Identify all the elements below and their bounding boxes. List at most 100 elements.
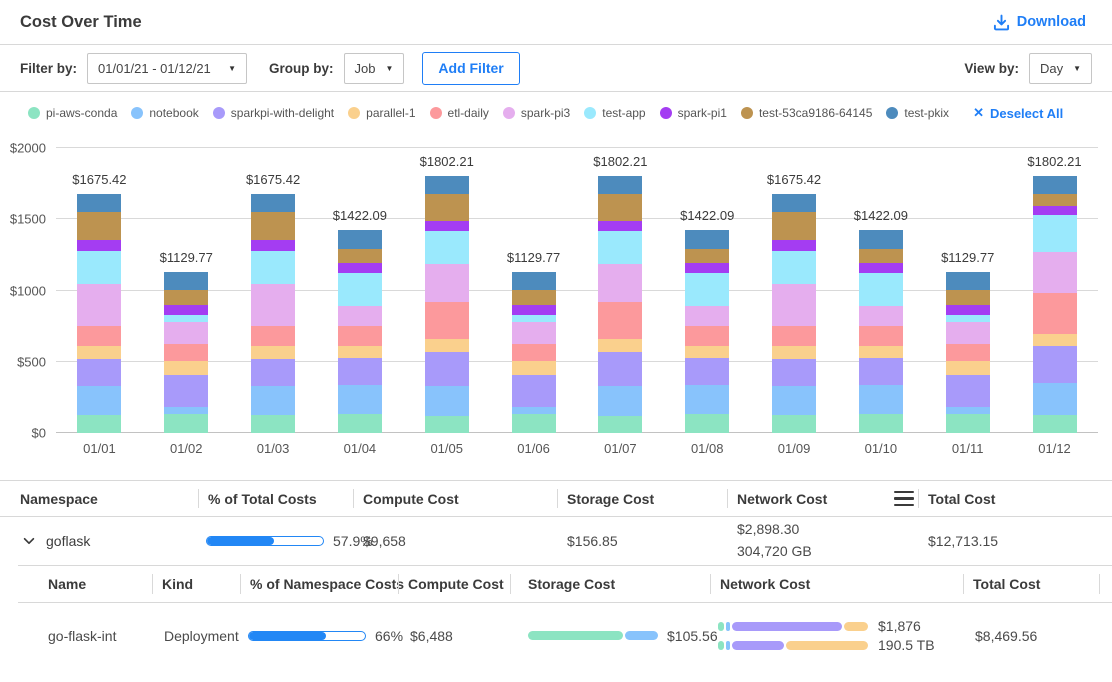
- bar-segment-pi-aws-conda[interactable]: [511, 414, 556, 433]
- bar-segment-test-pkix[interactable]: [945, 272, 990, 290]
- bar-segment-notebook[interactable]: [164, 406, 209, 415]
- bar-segment-test-pkix[interactable]: [858, 230, 903, 250]
- bar-segment-sparkpi-with-delight[interactable]: [685, 358, 730, 386]
- view-by-select[interactable]: Day ▼: [1028, 52, 1092, 84]
- bar-segment-spark-pi3[interactable]: [164, 321, 209, 345]
- date-range-select[interactable]: 01/01/21 - 01/12/21 ▼: [87, 52, 248, 84]
- legend-item[interactable]: test-pkix: [886, 106, 949, 120]
- bar-segment-etl-daily[interactable]: [772, 326, 817, 347]
- bar-segment-spark-pi3[interactable]: [337, 306, 382, 327]
- bar-segment-pi-aws-conda[interactable]: [164, 414, 209, 433]
- legend-item[interactable]: etl-daily: [429, 106, 489, 120]
- bar-segment-spark-pi1[interactable]: [337, 262, 382, 273]
- legend-item[interactable]: test-app: [584, 106, 646, 120]
- bar-segment-test-app[interactable]: [251, 250, 296, 284]
- bar-segment-test-53ca9186-64145[interactable]: [1032, 194, 1077, 206]
- bar-segment-notebook[interactable]: [598, 386, 643, 416]
- bar-segment-spark-pi1[interactable]: [164, 304, 209, 316]
- bar-segment-pi-aws-conda[interactable]: [945, 414, 990, 433]
- bar-segment-sparkpi-with-delight[interactable]: [424, 352, 469, 387]
- bar-segment-test-app[interactable]: [772, 250, 817, 284]
- bar-segment-test-pkix[interactable]: [251, 194, 296, 212]
- bar-segment-spark-pi3[interactable]: [77, 283, 122, 327]
- bar-segment-test-app[interactable]: [685, 272, 730, 307]
- bar-segment-parallel-1[interactable]: [1032, 333, 1077, 347]
- bar-segment-test-pkix[interactable]: [424, 176, 469, 195]
- bar-segment-spark-pi1[interactable]: [511, 304, 556, 316]
- bar-segment-spark-pi3[interactable]: [772, 283, 817, 327]
- bar-segment-sparkpi-with-delight[interactable]: [858, 358, 903, 386]
- bar-segment-sparkpi-with-delight[interactable]: [772, 359, 817, 387]
- bar-segment-notebook[interactable]: [77, 386, 122, 415]
- bar-segment-test-53ca9186-64145[interactable]: [424, 194, 469, 222]
- bar-segment-parallel-1[interactable]: [424, 339, 469, 353]
- bar-segment-etl-daily[interactable]: [164, 344, 209, 361]
- bar-segment-spark-pi3[interactable]: [511, 321, 556, 345]
- bar-segment-test-53ca9186-64145[interactable]: [164, 289, 209, 305]
- bar-segment-etl-daily[interactable]: [685, 326, 730, 346]
- bar-segment-spark-pi3[interactable]: [685, 306, 730, 327]
- bar-segment-spark-pi3[interactable]: [424, 263, 469, 303]
- bar-segment-etl-daily[interactable]: [1032, 292, 1077, 334]
- bar-segment-parallel-1[interactable]: [772, 346, 817, 360]
- bar-segment-parallel-1[interactable]: [511, 360, 556, 376]
- bar-segment-test-53ca9186-64145[interactable]: [945, 289, 990, 305]
- bar-segment-etl-daily[interactable]: [251, 326, 296, 347]
- bar-segment-test-pkix[interactable]: [685, 230, 730, 250]
- bar-segment-pi-aws-conda[interactable]: [77, 414, 122, 433]
- bar-segment-etl-daily[interactable]: [858, 326, 903, 346]
- bar-segment-test-53ca9186-64145[interactable]: [251, 211, 296, 241]
- bar-segment-pi-aws-conda[interactable]: [337, 414, 382, 433]
- bar-segment-test-pkix[interactable]: [164, 272, 209, 290]
- bar-segment-notebook[interactable]: [424, 386, 469, 416]
- bar-segment-test-53ca9186-64145[interactable]: [511, 289, 556, 305]
- bar-segment-test-app[interactable]: [1032, 215, 1077, 253]
- bar-segment-test-pkix[interactable]: [598, 176, 643, 195]
- bar-segment-parallel-1[interactable]: [77, 346, 122, 360]
- bar-segment-spark-pi3[interactable]: [251, 283, 296, 327]
- bar-segment-parallel-1[interactable]: [858, 345, 903, 359]
- bar-segment-spark-pi1[interactable]: [251, 240, 296, 251]
- legend-item[interactable]: spark-pi1: [659, 106, 727, 120]
- bar-segment-test-pkix[interactable]: [337, 230, 382, 250]
- bar-segment-sparkpi-with-delight[interactable]: [598, 352, 643, 387]
- bar-segment-notebook[interactable]: [1032, 383, 1077, 415]
- bar-segment-pi-aws-conda[interactable]: [772, 414, 817, 433]
- bar-segment-test-app[interactable]: [77, 250, 122, 284]
- bar-segment-sparkpi-with-delight[interactable]: [251, 359, 296, 387]
- bar-segment-etl-daily[interactable]: [945, 344, 990, 361]
- bar-segment-notebook[interactable]: [772, 386, 817, 415]
- bar-segment-etl-daily[interactable]: [598, 302, 643, 340]
- bar-segment-test-pkix[interactable]: [772, 194, 817, 212]
- bar-segment-test-53ca9186-64145[interactable]: [685, 249, 730, 263]
- bar-segment-notebook[interactable]: [251, 386, 296, 415]
- bar-segment-parallel-1[interactable]: [251, 346, 296, 360]
- bar-segment-notebook[interactable]: [858, 385, 903, 415]
- bar-segment-spark-pi1[interactable]: [945, 304, 990, 316]
- bar-segment-test-pkix[interactable]: [511, 272, 556, 290]
- bar-segment-spark-pi3[interactable]: [945, 321, 990, 345]
- bar-segment-sparkpi-with-delight[interactable]: [77, 359, 122, 387]
- bar-segment-etl-daily[interactable]: [511, 344, 556, 361]
- bar-segment-test-app[interactable]: [424, 231, 469, 264]
- bar-segment-notebook[interactable]: [511, 406, 556, 415]
- bar-segment-spark-pi1[interactable]: [424, 221, 469, 232]
- bar-segment-test-app[interactable]: [945, 315, 990, 322]
- bar-segment-sparkpi-with-delight[interactable]: [945, 375, 990, 407]
- download-button[interactable]: Download: [987, 13, 1092, 32]
- bar-segment-test-app[interactable]: [337, 272, 382, 307]
- bar-segment-etl-daily[interactable]: [77, 326, 122, 347]
- bar-segment-test-pkix[interactable]: [77, 194, 122, 212]
- bar-segment-pi-aws-conda[interactable]: [858, 414, 903, 433]
- bar-segment-parallel-1[interactable]: [598, 339, 643, 353]
- bar-segment-notebook[interactable]: [685, 385, 730, 415]
- bar-segment-test-app[interactable]: [858, 272, 903, 307]
- bar-segment-spark-pi3[interactable]: [1032, 252, 1077, 293]
- legend-item[interactable]: parallel-1: [348, 106, 416, 120]
- bar-segment-spark-pi1[interactable]: [77, 240, 122, 251]
- bar-segment-etl-daily[interactable]: [337, 326, 382, 346]
- deselect-all-button[interactable]: ✕ Deselect All: [967, 104, 1069, 122]
- bar-segment-parallel-1[interactable]: [945, 360, 990, 376]
- bar-segment-spark-pi1[interactable]: [1032, 205, 1077, 216]
- bar-segment-notebook[interactable]: [337, 385, 382, 415]
